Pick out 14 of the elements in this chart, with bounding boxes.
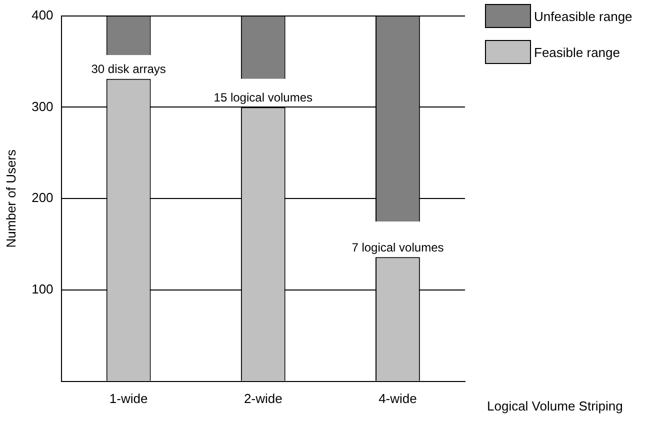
legend-label: Feasible range (534, 44, 620, 60)
y-tick-label: 200 (32, 190, 54, 206)
y-tick-label: 100 (32, 282, 54, 297)
x-tick-label: 2-wide (244, 390, 282, 406)
x-tick-label: 4-wide (378, 390, 417, 406)
x-tick-label: 1-wide (109, 390, 148, 406)
y-axis-title: Number of Users (3, 148, 18, 248)
y-tick-label: 400 (32, 7, 54, 22)
x-axis-title: Logical Volume Striping (487, 398, 623, 414)
y-tick-label: 300 (32, 98, 54, 114)
legend-label: Unfeasible range (534, 8, 632, 24)
annotation: 7 logical volumes (352, 240, 444, 254)
annotation: 15 logical volumes (214, 90, 313, 105)
annotation: 30 disk arrays (91, 62, 166, 76)
